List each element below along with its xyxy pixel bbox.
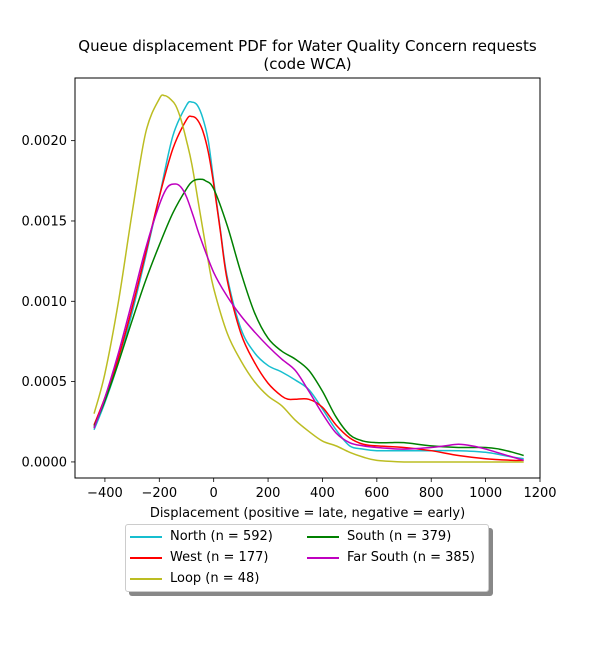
- y-tick-label: 0.0015: [22, 214, 68, 229]
- legend-item-loop: Loop (n = 48): [126, 569, 259, 589]
- x-tick-label: 400: [310, 486, 335, 501]
- legend-label-south: South (n = 379): [347, 529, 452, 544]
- legend-label-north: North (n = 592): [170, 529, 273, 544]
- legend-swatch-north: [130, 535, 162, 538]
- x-tick-label: 1000: [469, 486, 502, 501]
- legend-item-south: South (n = 379): [303, 527, 451, 547]
- x-axis-label: Displacement (positive = late, negative …: [149, 506, 466, 521]
- legend-swatch-south: [307, 535, 339, 538]
- x-tick-label: 800: [419, 486, 444, 501]
- legend-swatch-west: [130, 556, 162, 559]
- legend-swatch-far-south: [307, 556, 339, 559]
- x-tick-label: 1200: [523, 486, 556, 501]
- y-tick-label: 0.0005: [22, 375, 68, 390]
- x-axis: −400 −200 0 200 400 600 800 1000 1200: [87, 478, 557, 501]
- legend-label-west: West (n = 177): [170, 550, 269, 565]
- series-line-2: [93, 94, 524, 463]
- legend-swatch-loop: [130, 577, 162, 580]
- x-tick-label: 600: [364, 486, 389, 501]
- chart-title-line-1: Queue displacement PDF for Water Quality…: [78, 37, 537, 55]
- legend-label-loop: Loop (n = 48): [170, 571, 260, 586]
- y-tick-label: 0.0010: [22, 295, 68, 310]
- chart-title-line-2: (code WCA): [263, 55, 352, 73]
- x-tick-label: −400: [87, 486, 123, 501]
- series-line-3: [93, 178, 524, 457]
- y-axis: 0.0000 0.0005 0.0010 0.0015 0.0020: [22, 134, 75, 470]
- series-line-4: [93, 183, 524, 462]
- x-tick-label: 200: [256, 486, 281, 501]
- y-tick-label: 0.0020: [22, 134, 68, 149]
- series-line-0: [93, 100, 524, 460]
- legend-label-far-south: Far South (n = 385): [347, 550, 475, 565]
- series-layer: [93, 94, 524, 463]
- plot-frame: [74, 77, 541, 479]
- series-line-1: [93, 115, 524, 462]
- legend-item-far-south: Far South (n = 385): [303, 548, 475, 568]
- legend: North (n = 592) West (n = 177) Loop (n =…: [125, 524, 489, 592]
- x-tick-label: −200: [141, 486, 177, 501]
- y-tick-label: 0.0000: [22, 455, 68, 470]
- legend-item-north: North (n = 592): [126, 527, 273, 547]
- x-tick-label: 0: [210, 486, 218, 501]
- legend-item-west: West (n = 177): [126, 548, 268, 568]
